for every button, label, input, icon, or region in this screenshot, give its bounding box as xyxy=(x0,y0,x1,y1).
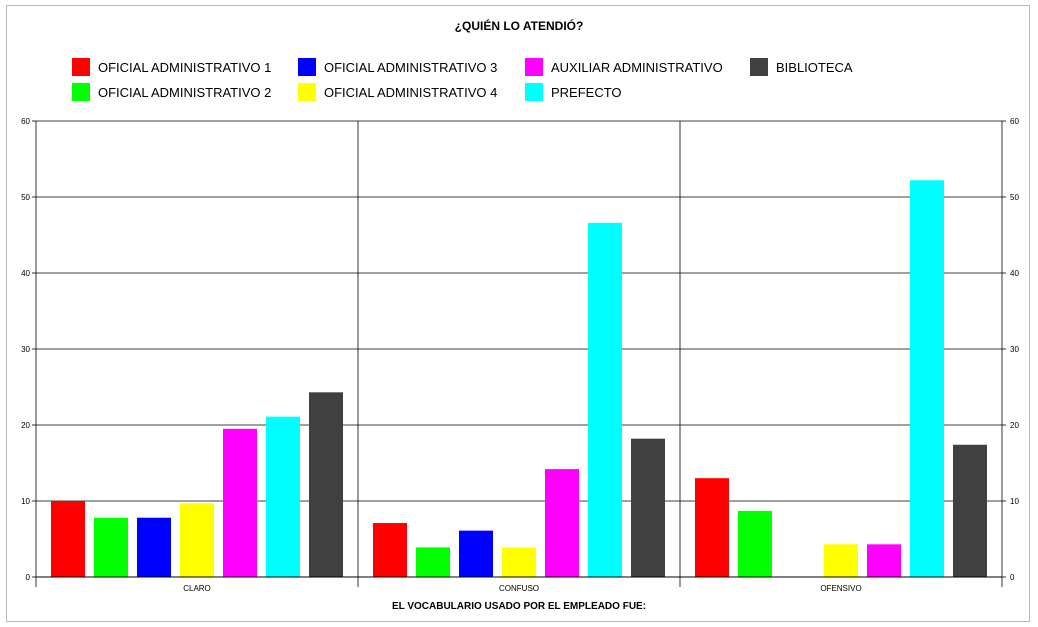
legend-label-4: OFICIAL ADMINISTRATIVO 4 xyxy=(324,85,497,100)
bar-ofensivo-series-5 xyxy=(867,544,901,577)
y-tick-label-left: 10 xyxy=(21,497,30,506)
chart-frame xyxy=(6,5,1030,622)
y-tick-label-left: 50 xyxy=(21,193,30,202)
legend-label-1: OFICIAL ADMINISTRATIVO 1 xyxy=(98,60,271,75)
y-tick-label-right: 60 xyxy=(1010,117,1019,126)
bar-confuso-series-6 xyxy=(588,222,622,577)
bar-ofensivo-series-7 xyxy=(953,444,987,577)
x-axis-label: EL VOCABULARIO USADO POR EL EMPLEADO FUE… xyxy=(392,601,646,612)
x-tick-label-claro: CLARO xyxy=(183,584,211,593)
x-tick-label-ofensivo: OFENSIVO xyxy=(820,584,861,593)
legend-swatch-4 xyxy=(298,83,316,101)
bar-confuso-series-3 xyxy=(459,530,493,577)
y-tick-label-left: 60 xyxy=(21,117,30,126)
legend-swatch-7 xyxy=(750,58,768,76)
legend-swatch-2 xyxy=(72,83,90,101)
bar-claro-series-1 xyxy=(51,501,85,577)
y-tick-label-right: 10 xyxy=(1010,497,1019,506)
legend-label-6: PREFECTO xyxy=(551,85,622,100)
y-tick-label-right: 50 xyxy=(1010,193,1019,202)
legend: OFICIAL ADMINISTRATIVO 1 OFICIAL ADMINIST… xyxy=(72,58,853,101)
bars xyxy=(51,180,987,577)
bar-ofensivo-series-2 xyxy=(738,510,772,577)
chart-title: ¿QUIÉN LO ATENDIÓ? xyxy=(455,18,584,33)
bar-confuso-series-7 xyxy=(631,438,665,577)
bar-ofensivo-series-4 xyxy=(824,544,858,577)
legend-label-3: OFICIAL ADMINISTRATIVO 3 xyxy=(324,60,497,75)
bar-claro-series-2 xyxy=(94,517,128,577)
y-tick-label-right: 30 xyxy=(1010,345,1019,354)
bar-ofensivo-series-1 xyxy=(695,478,729,577)
legend-swatch-1 xyxy=(72,58,90,76)
y-tick-label-left: 20 xyxy=(21,421,30,430)
bar-claro-series-6 xyxy=(266,416,300,577)
legend-label-2: OFICIAL ADMINISTRATIVO 2 xyxy=(98,85,271,100)
bar-claro-series-4 xyxy=(180,503,214,577)
legend-swatch-6 xyxy=(525,83,543,101)
legend-label-7: BIBLIOTECA xyxy=(776,60,853,75)
axes: 0 0 10 10 20 20 30 30 40 40 50 50 60 60 CLARO CONFUSO OF… xyxy=(21,117,1019,593)
bar-claro-series-3 xyxy=(137,517,171,577)
legend-swatch-5 xyxy=(525,58,543,76)
bar-claro-series-7 xyxy=(309,392,343,577)
y-tick-label-right: 0 xyxy=(1010,573,1015,582)
bar-confuso-series-5 xyxy=(545,469,579,577)
bar-confuso-series-2 xyxy=(416,547,450,577)
y-tick-label-left: 0 xyxy=(26,573,31,582)
bar-claro-series-5 xyxy=(223,428,257,577)
bar-confuso-series-4 xyxy=(502,547,536,577)
y-tick-label-right: 40 xyxy=(1010,269,1019,278)
legend-label-5: AUXILIAR ADMINISTRATIVO xyxy=(551,60,723,75)
y-tick-label-left: 40 xyxy=(21,269,30,278)
y-tick-label-right: 20 xyxy=(1010,421,1019,430)
legend-swatch-3 xyxy=(298,58,316,76)
bar-confuso-series-1 xyxy=(373,523,407,577)
y-tick-label-left: 30 xyxy=(21,345,30,354)
bar-ofensivo-series-6 xyxy=(910,180,944,577)
x-tick-label-confuso: CONFUSO xyxy=(499,584,539,593)
